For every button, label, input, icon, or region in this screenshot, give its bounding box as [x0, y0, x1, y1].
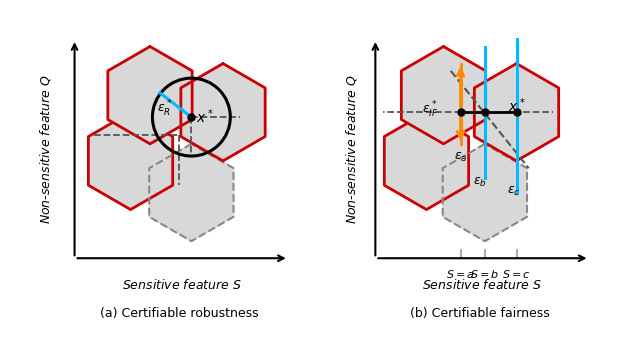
- Text: Non-sensitive feature $Q$: Non-sensitive feature $Q$: [38, 74, 53, 223]
- Text: $S=b$: $S=b$: [470, 268, 499, 280]
- Text: Sensitive feature $S$: Sensitive feature $S$: [122, 278, 241, 292]
- Text: $\varepsilon_a$: $\varepsilon_a$: [454, 151, 467, 164]
- Text: (a) Certifiable robustness: (a) Certifiable robustness: [100, 307, 259, 320]
- Text: $\varepsilon_c$: $\varepsilon_c$: [508, 185, 521, 198]
- Polygon shape: [401, 47, 486, 144]
- Text: $\varepsilon_{IF}^*$: $\varepsilon_{IF}^*$: [422, 100, 438, 120]
- Text: (b) Certifiable fairness: (b) Certifiable fairness: [410, 307, 550, 320]
- Text: $S=a$: $S=a$: [446, 268, 475, 280]
- Text: $\varepsilon_R^*$: $\varepsilon_R^*$: [157, 98, 172, 119]
- Text: Sensitive feature $S$: Sensitive feature $S$: [422, 278, 542, 292]
- Text: $\varepsilon_b$: $\varepsilon_b$: [473, 175, 487, 189]
- Text: Non-sensitive feature $Q$: Non-sensitive feature $Q$: [344, 74, 358, 223]
- Text: $x^*$: $x^*$: [196, 108, 214, 126]
- Polygon shape: [384, 112, 468, 210]
- Polygon shape: [108, 47, 192, 144]
- Polygon shape: [474, 64, 559, 161]
- Text: $S=c$: $S=c$: [502, 268, 531, 280]
- Polygon shape: [443, 144, 527, 241]
- Polygon shape: [149, 144, 234, 241]
- Text: $x^*$: $x^*$: [508, 97, 525, 116]
- Polygon shape: [181, 64, 265, 161]
- Polygon shape: [88, 112, 173, 210]
